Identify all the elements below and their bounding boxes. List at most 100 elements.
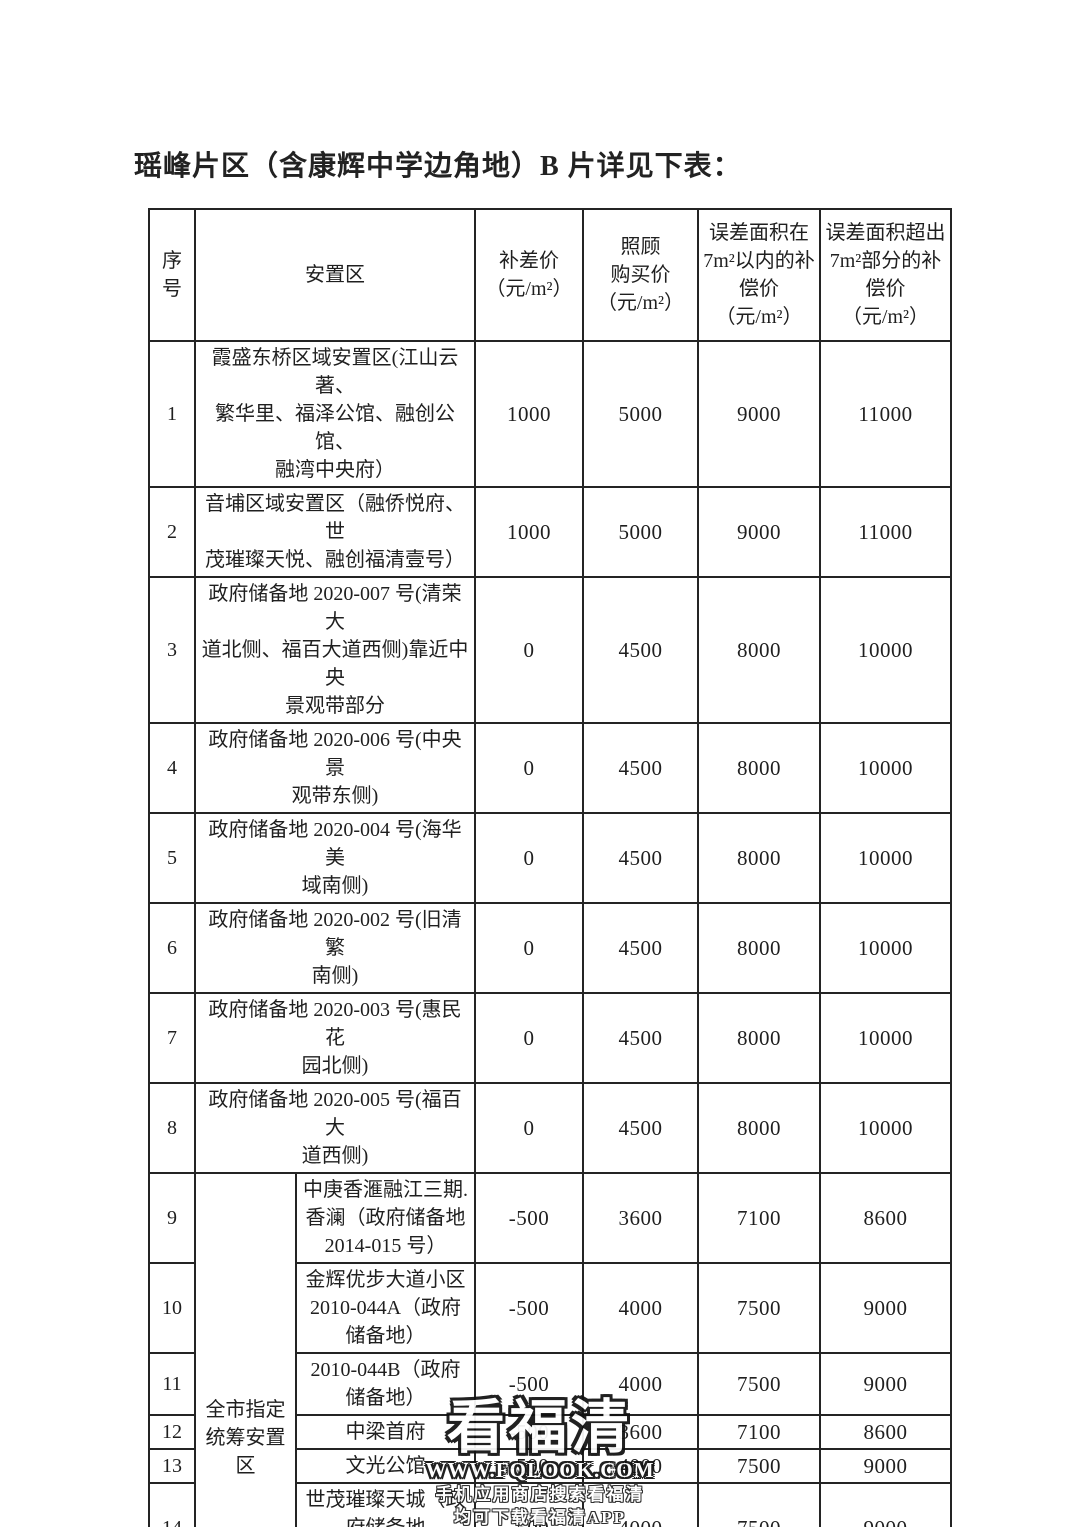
area-cell: 中庚香滙融江三期. 香澜（政府储备地 2014-015 号） — [295, 1172, 476, 1264]
table-row: 10 金辉优步大道小区 2010-044A（政府 储备地） -500 4000 … — [148, 1262, 952, 1354]
row-index: 2 — [148, 486, 196, 578]
row-index: 9 — [148, 1172, 196, 1264]
row-index: 13 — [148, 1448, 196, 1484]
beyond-cell: 10000 — [819, 992, 952, 1084]
page-title: 瑶峰片区（含康辉中学边角地）B 片详见下表： — [134, 151, 742, 182]
area-cell: 政府储备地 2020-002 号(旧清繁 南侧) — [194, 902, 476, 994]
area-cell: 2010-044B（政府 储备地） — [295, 1352, 476, 1416]
table-row: 3 政府储备地 2020-007 号(清荣大 道北侧、福百大道西侧)靠近中央 景… — [148, 576, 952, 724]
beyond-cell: 10000 — [819, 576, 952, 724]
purchase-cell: 4000 — [582, 1482, 699, 1527]
row-index: 14 — [148, 1482, 196, 1527]
table-row: 12 中梁首府 -500 3600 7100 8600 — [148, 1414, 952, 1450]
purchase-cell: 5000 — [582, 486, 699, 578]
row-index: 11 — [148, 1352, 196, 1416]
purchase-cell: 4500 — [582, 992, 699, 1084]
beyond-cell: 10000 — [819, 902, 952, 994]
purchase-cell: 4500 — [582, 1082, 699, 1174]
beyond-cell: 11000 — [819, 486, 952, 578]
area-cell: 政府储备地 2020-006 号(中央景 观带东侧) — [194, 722, 476, 814]
area-cell: 文光公馆 — [295, 1448, 476, 1484]
beyond-cell: 10000 — [819, 812, 952, 904]
area-cell: 政府储备地 2020-007 号(清荣大 道北侧、福百大道西侧)靠近中央 景观带… — [194, 576, 476, 724]
diff-cell: -500 — [474, 1482, 584, 1527]
area-cell: 金辉优步大道小区 2010-044A（政府 储备地） — [295, 1262, 476, 1354]
within-cell: 8000 — [697, 902, 821, 994]
purchase-cell: 4500 — [582, 902, 699, 994]
diff-cell: 0 — [474, 812, 584, 904]
within-cell: 9000 — [697, 340, 821, 488]
row-index: 1 — [148, 340, 196, 488]
within-cell: 8000 — [697, 812, 821, 904]
within-cell: 7500 — [697, 1262, 821, 1354]
diff-cell: 0 — [474, 576, 584, 724]
beyond-cell: 9000 — [819, 1482, 952, 1527]
diff-cell: 0 — [474, 1082, 584, 1174]
beyond-cell: 8600 — [819, 1172, 952, 1264]
purchase-cell: 4000 — [582, 1352, 699, 1416]
row-index: 5 — [148, 812, 196, 904]
beyond-cell: 8600 — [819, 1414, 952, 1450]
within-cell: 7100 — [697, 1172, 821, 1264]
table-row: 7 政府储备地 2020-003 号(惠民花 园北侧) 0 4500 8000 … — [148, 992, 952, 1084]
row-index: 10 — [148, 1262, 196, 1354]
group-cell-citywide: 全市指定 统筹安置 区 — [194, 1172, 297, 1527]
diff-cell: -500 — [474, 1414, 584, 1450]
purchase-cell: 4500 — [582, 812, 699, 904]
within-cell: 7500 — [697, 1448, 821, 1484]
table-header-row: 序 号 安置区 补差价 （元/m²） 照顾 购买价 （元/m²） 误差面积在 7… — [148, 208, 952, 342]
table-row: 6 政府储备地 2020-002 号(旧清繁 南侧) 0 4500 8000 1… — [148, 902, 952, 994]
table-row: 13 文光公馆 -500 4000 7500 9000 — [148, 1448, 952, 1484]
within-cell: 7500 — [697, 1482, 821, 1527]
diff-cell: -500 — [474, 1172, 584, 1264]
table-row: 5 政府储备地 2020-004 号(海华美 域南侧) 0 4500 8000 … — [148, 812, 952, 904]
within-cell: 8000 — [697, 1082, 821, 1174]
header-index: 序 号 — [148, 208, 196, 342]
diff-cell: 1000 — [474, 486, 584, 578]
beyond-cell: 10000 — [819, 1082, 952, 1174]
area-cell: 世茂璀璨天城（政 府储备地 2012-013A 号） — [295, 1482, 476, 1527]
table-row: 8 政府储备地 2020-005 号(福百大 道西侧) 0 4500 8000 … — [148, 1082, 952, 1174]
beyond-cell: 9000 — [819, 1352, 952, 1416]
area-cell: 霞盛东桥区域安置区(江山云著、 繁华里、福泽公馆、融创公馆、 融湾中央府） — [194, 340, 476, 488]
beyond-cell: 9000 — [819, 1448, 952, 1484]
purchase-cell: 4000 — [582, 1262, 699, 1354]
table-row: 4 政府储备地 2020-006 号(中央景 观带东侧) 0 4500 8000… — [148, 722, 952, 814]
beyond-cell: 9000 — [819, 1262, 952, 1354]
diff-cell: 1000 — [474, 340, 584, 488]
row-index: 12 — [148, 1414, 196, 1450]
header-purchase-price: 照顾 购买价 （元/m²） — [582, 208, 699, 342]
row-index: 7 — [148, 992, 196, 1084]
purchase-cell: 4500 — [582, 722, 699, 814]
area-cell: 中梁首府 — [295, 1414, 476, 1450]
row-index: 6 — [148, 902, 196, 994]
area-cell: 政府储备地 2020-003 号(惠民花 园北侧) — [194, 992, 476, 1084]
within-cell: 7100 — [697, 1414, 821, 1450]
header-comp-beyond-7sqm: 误差面积超出 7m²部分的补 偿价 （元/m²） — [819, 208, 952, 342]
within-cell: 9000 — [697, 486, 821, 578]
purchase-cell: 3600 — [582, 1172, 699, 1264]
table-row: 1 霞盛东桥区域安置区(江山云著、 繁华里、福泽公馆、融创公馆、 融湾中央府） … — [148, 340, 952, 488]
diff-cell: -500 — [474, 1262, 584, 1354]
within-cell: 7500 — [697, 1352, 821, 1416]
within-cell: 8000 — [697, 576, 821, 724]
header-price-diff: 补差价 （元/m²） — [474, 208, 584, 342]
beyond-cell: 10000 — [819, 722, 952, 814]
diff-cell: 0 — [474, 902, 584, 994]
purchase-cell: 3600 — [582, 1414, 699, 1450]
diff-cell: -500 — [474, 1352, 584, 1416]
header-comp-within-7sqm: 误差面积在 7m²以内的补 偿价 （元/m²） — [697, 208, 821, 342]
row-index: 4 — [148, 722, 196, 814]
table-row: 11 2010-044B（政府 储备地） -500 4000 7500 9000 — [148, 1352, 952, 1416]
purchase-cell: 4000 — [582, 1448, 699, 1484]
purchase-cell: 5000 — [582, 340, 699, 488]
within-cell: 8000 — [697, 722, 821, 814]
row-index: 8 — [148, 1082, 196, 1174]
purchase-cell: 4500 — [582, 576, 699, 724]
within-cell: 8000 — [697, 992, 821, 1084]
diff-cell: 0 — [474, 722, 584, 814]
table-row: 14 世茂璀璨天城（政 府储备地 2012-013A 号） -500 4000 … — [148, 1482, 952, 1527]
header-area: 安置区 — [194, 208, 476, 342]
compensation-table: 序 号 安置区 补差价 （元/m²） 照顾 购买价 （元/m²） 误差面积在 7… — [148, 208, 952, 1527]
